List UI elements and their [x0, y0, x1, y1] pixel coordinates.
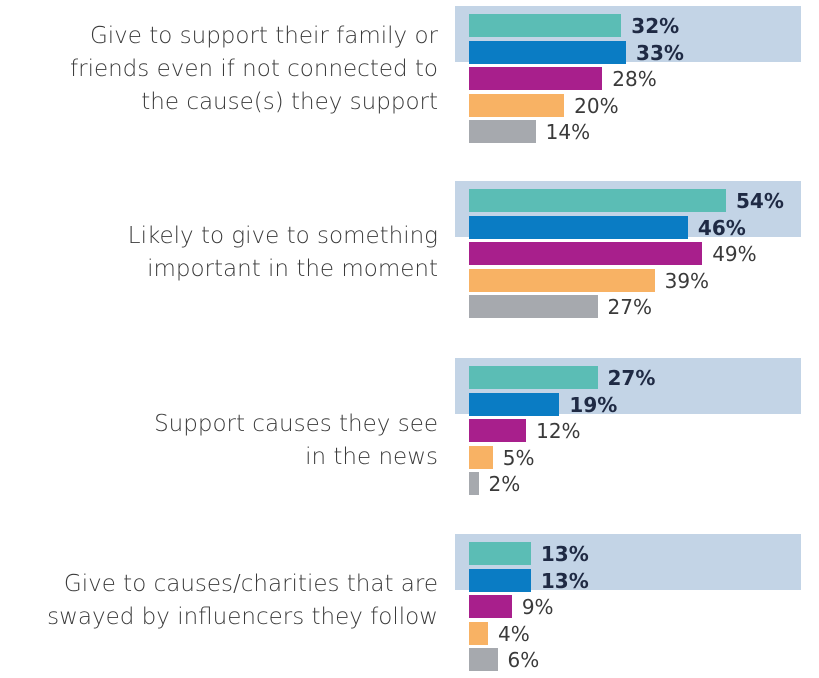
category-group-3: Support causes they see in the news 27% 19%… [0, 358, 819, 502]
bar-3-3 [469, 419, 527, 442]
bar-2-2 [469, 215, 688, 239]
bar-3-2 [469, 392, 560, 416]
bar-value-label: 13% [540, 542, 589, 566]
category-label-line: important in the moment [147, 256, 438, 282]
bar-value-label: 27% [607, 295, 652, 319]
bar-value-label: 49% [712, 242, 757, 266]
bar-2-5 [469, 295, 598, 318]
bar-value-label: 28% [612, 67, 657, 91]
bar-3-1 [469, 366, 598, 389]
category-label: Give to support their family or friends e… [0, 20, 438, 119]
bar-value-label: 9% [521, 595, 554, 619]
bar-1-2 [469, 40, 627, 64]
bar-value-label: 20% [574, 93, 619, 118]
bar-4-4 [469, 621, 489, 645]
bar-4-5 [469, 648, 498, 671]
category-group-4: Give to causes/charities that are swayed … [0, 534, 819, 678]
category-label-line: in the news [305, 444, 438, 470]
bar-value-label: 19% [569, 392, 618, 417]
bar-3-5 [469, 472, 479, 495]
bar-value-label: 32% [631, 14, 680, 38]
category-label-line: friends even if not connected to [70, 56, 438, 82]
bar-4-3 [469, 595, 512, 618]
bar-value-label: 39% [664, 268, 710, 293]
category-group-1: Give to support their family or friends e… [0, 6, 819, 150]
category-label-line: swayed by influencers they follow [47, 604, 438, 630]
category-label-line: Give to causes/charities that are [63, 571, 438, 597]
bar-1-1 [469, 14, 622, 37]
bar-value-label: 5% [502, 445, 535, 470]
bar-1-5 [469, 120, 536, 143]
bar-2-1 [469, 189, 726, 212]
bar-1-3 [469, 67, 603, 90]
category-label: Support causes they see in the news [0, 408, 438, 474]
category-label-line: Give to support their family or [89, 23, 438, 49]
bar-value-label: 12% [536, 419, 581, 443]
bar-4-1 [469, 542, 531, 565]
bar-2-3 [469, 242, 703, 265]
category-label: Give to causes/charities that are swayed … [0, 568, 438, 634]
bar-value-label: 27% [607, 366, 656, 390]
bar-value-label: 54% [736, 189, 784, 213]
bar-value-label: 33% [636, 40, 684, 65]
bar-4-2 [469, 568, 531, 592]
bar-value-label: 6% [507, 648, 540, 672]
bar-value-label: 14% [545, 120, 591, 144]
bar-2-4 [469, 268, 655, 292]
bar-value-label: 13% [540, 568, 589, 593]
bar-1-4 [469, 93, 565, 117]
category-label-line: the cause(s) they support [141, 89, 438, 115]
category-label-line: Likely to give to something [127, 223, 438, 249]
category-group-2: Likely to give to something important in … [0, 181, 819, 325]
bar-value-label: 2% [488, 472, 521, 496]
bar-value-label: 46% [697, 215, 746, 240]
category-label-line: Support causes they see [154, 411, 438, 437]
bar-value-label: 4% [498, 621, 530, 646]
bar-3-4 [469, 445, 493, 469]
category-label: Likely to give to something important in … [0, 220, 438, 286]
